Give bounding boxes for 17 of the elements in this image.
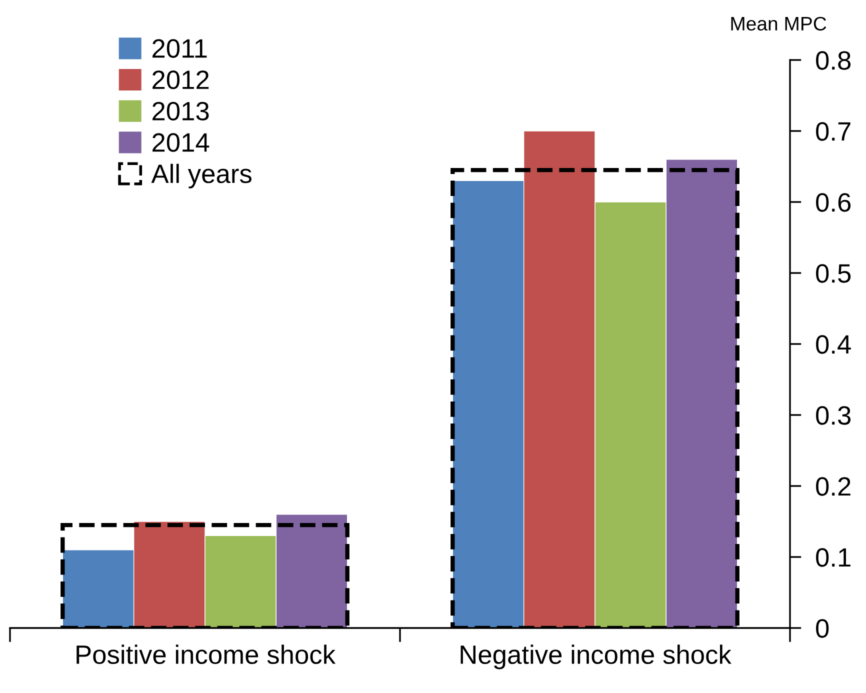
y-tick-label: 0.4 xyxy=(816,335,851,354)
y-tick-label: 0 xyxy=(816,619,829,638)
x-tick-label: Negative income shock xyxy=(460,644,732,670)
y-tick-label: 0.3 xyxy=(816,406,851,425)
legend-label: 2011 xyxy=(152,39,207,58)
legend-label: 2012 xyxy=(152,70,209,90)
y-tick-label: 0.8 xyxy=(816,51,851,70)
y-tick-label: 0.7 xyxy=(816,122,850,141)
legend-label: 2014 xyxy=(152,133,210,152)
y-tick-label: 0.6 xyxy=(816,193,851,212)
y-tick-label: 0.5 xyxy=(816,264,851,283)
y-tick-label: 0.1 xyxy=(816,548,850,567)
y-tick-label: 0.2 xyxy=(816,477,850,496)
y-axis-title: Mean MPC xyxy=(731,16,826,31)
legend-label: All years xyxy=(151,164,252,188)
legend-label: 2013 xyxy=(152,102,209,121)
x-tick-label: Positive income shock xyxy=(76,644,336,664)
